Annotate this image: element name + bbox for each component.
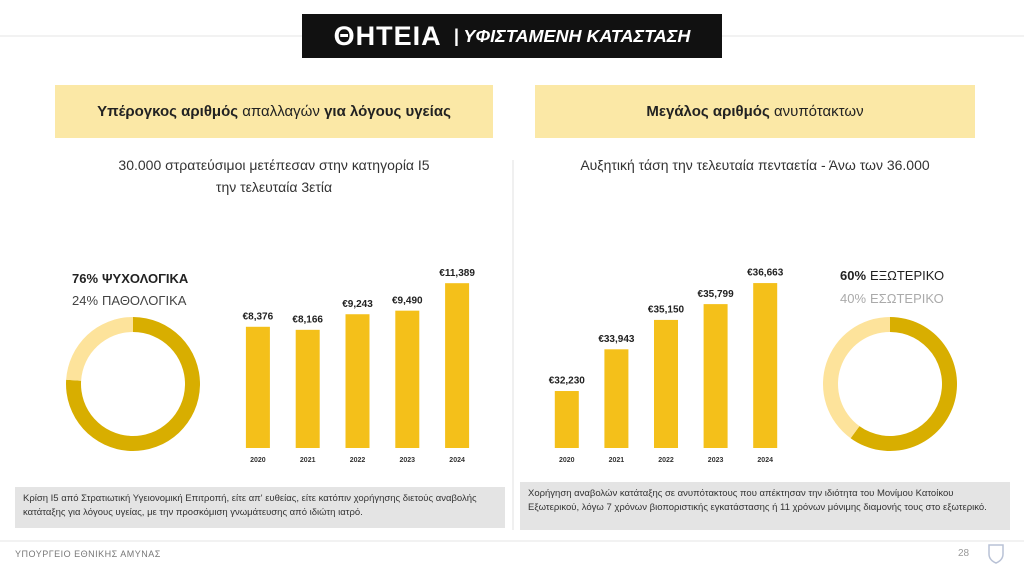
- x-tick-label: 2024: [449, 457, 465, 464]
- legend-label: ΕΣΩΤΕΡΙΚΟ: [870, 291, 944, 306]
- legend-label: ΠΑΘΟΛΟΓΙΚΑ: [102, 293, 187, 308]
- panel-heading: Υπέρογκος αριθμός απαλλαγών για λόγους υ…: [55, 85, 493, 138]
- subtitle-line: την τελευταία 3ετία: [215, 179, 333, 195]
- value-label: €33,943: [598, 334, 635, 345]
- value-label: €9,243: [342, 299, 373, 310]
- x-tick-label: 2020: [559, 457, 575, 464]
- heading-part: Υπέρογκος αριθμός: [97, 103, 239, 120]
- subtitle-line: Αυξητική τάση την τελευταία πενταετία - …: [580, 157, 930, 173]
- bar: [395, 310, 420, 448]
- donut-slice: [66, 317, 133, 381]
- value-label: €8,376: [243, 311, 274, 322]
- value-label: €35,150: [648, 305, 685, 316]
- value-label: €32,230: [549, 376, 586, 387]
- value-label: €9,490: [392, 295, 423, 306]
- panel-heading: Μεγάλος αριθμός ανυπότακτων: [535, 85, 975, 138]
- legend-entry: 24% ΠΑΘΟΛΟΓΙΚΑ: [72, 293, 187, 308]
- header-title: ΘΗΤΕΙΑ: [333, 20, 442, 51]
- emblem: [988, 544, 1004, 564]
- x-tick-label: 2023: [400, 457, 416, 464]
- x-tick-label: 2023: [708, 457, 724, 464]
- x-tick-label: 2022: [350, 457, 366, 464]
- bar: [604, 349, 629, 448]
- header: ΘΗΤΕΙΑ | ΥΦΙΣΤΑΜΕΝΗ ΚΑΤΑΣΤΑΣΗ: [302, 14, 722, 58]
- donut-slice: [822, 317, 890, 439]
- panel-subtitle: Αυξητική τάση την τελευταία πενταετία - …: [535, 154, 975, 176]
- heading-part: ανυπότακτων: [773, 103, 864, 120]
- heading-part: για λόγους υγείας: [324, 103, 451, 120]
- panel-subtitle: 30.000 στρατεύσιμοι μετέπεσαν στην κατηγ…: [55, 154, 493, 198]
- footer-text: ΥΠΟΥΡΓΕΙΟ ΕΘΝΙΚΗΣ ΑΜΥΝΑΣ: [15, 549, 161, 559]
- legend-label: ΕΞΩΤΕΡΙΚΟ: [870, 268, 944, 283]
- value-label: €35,799: [698, 289, 735, 300]
- bar: [295, 329, 320, 448]
- heading-part: απαλλαγών: [242, 103, 320, 120]
- x-tick-label: 2024: [757, 457, 773, 464]
- value-label: €11,389: [439, 268, 475, 279]
- legend-entry: 40% ΕΣΩΤΕΡΙΚΟ: [840, 291, 944, 306]
- bar: [245, 326, 270, 448]
- heading-part: Μεγάλος αριθμός: [646, 103, 770, 120]
- legend-entry: 60% ΕΞΩΤΕΡΙΚΟ: [840, 268, 944, 283]
- bar: [654, 319, 678, 448]
- page-number: 28: [958, 548, 970, 559]
- panel-note: Χορήγηση αναβολών κατάταξης σε ανυπότακτ…: [520, 482, 1010, 530]
- bar: [703, 304, 728, 448]
- donut-slice: [850, 317, 957, 452]
- x-tick-label: 2021: [609, 457, 625, 464]
- x-tick-label: 2021: [300, 457, 316, 464]
- bar: [445, 283, 470, 448]
- panel-note: Κρίση Ι5 από Στρατιωτική Υγειονομική Επι…: [15, 487, 505, 528]
- subtitle-line: 30.000 στρατεύσιμοι μετέπεσαν στην κατηγ…: [118, 157, 430, 173]
- header-subtitle: | ΥΦΙΣΤΑΜΕΝΗ ΚΑΤΑΣΤΑΣΗ: [453, 25, 691, 46]
- legend-value: 40%: [840, 291, 866, 306]
- legend-label: ΨΥΧΟΛΟΓΙΚΑ: [102, 271, 189, 286]
- legend-value: 24%: [72, 293, 98, 308]
- legend-value: 60%: [840, 268, 866, 283]
- value-label: €36,663: [747, 268, 784, 279]
- legend-value: 76%: [72, 271, 98, 286]
- bar: [345, 314, 370, 448]
- bar: [554, 391, 579, 448]
- value-label: €8,166: [292, 314, 323, 325]
- x-tick-label: 2022: [658, 457, 674, 464]
- x-tick-label: 2020: [250, 457, 266, 464]
- bar: [753, 283, 778, 448]
- legend-entry: 76% ΨΥΧΟΛΟΓΙΚΑ: [72, 271, 189, 286]
